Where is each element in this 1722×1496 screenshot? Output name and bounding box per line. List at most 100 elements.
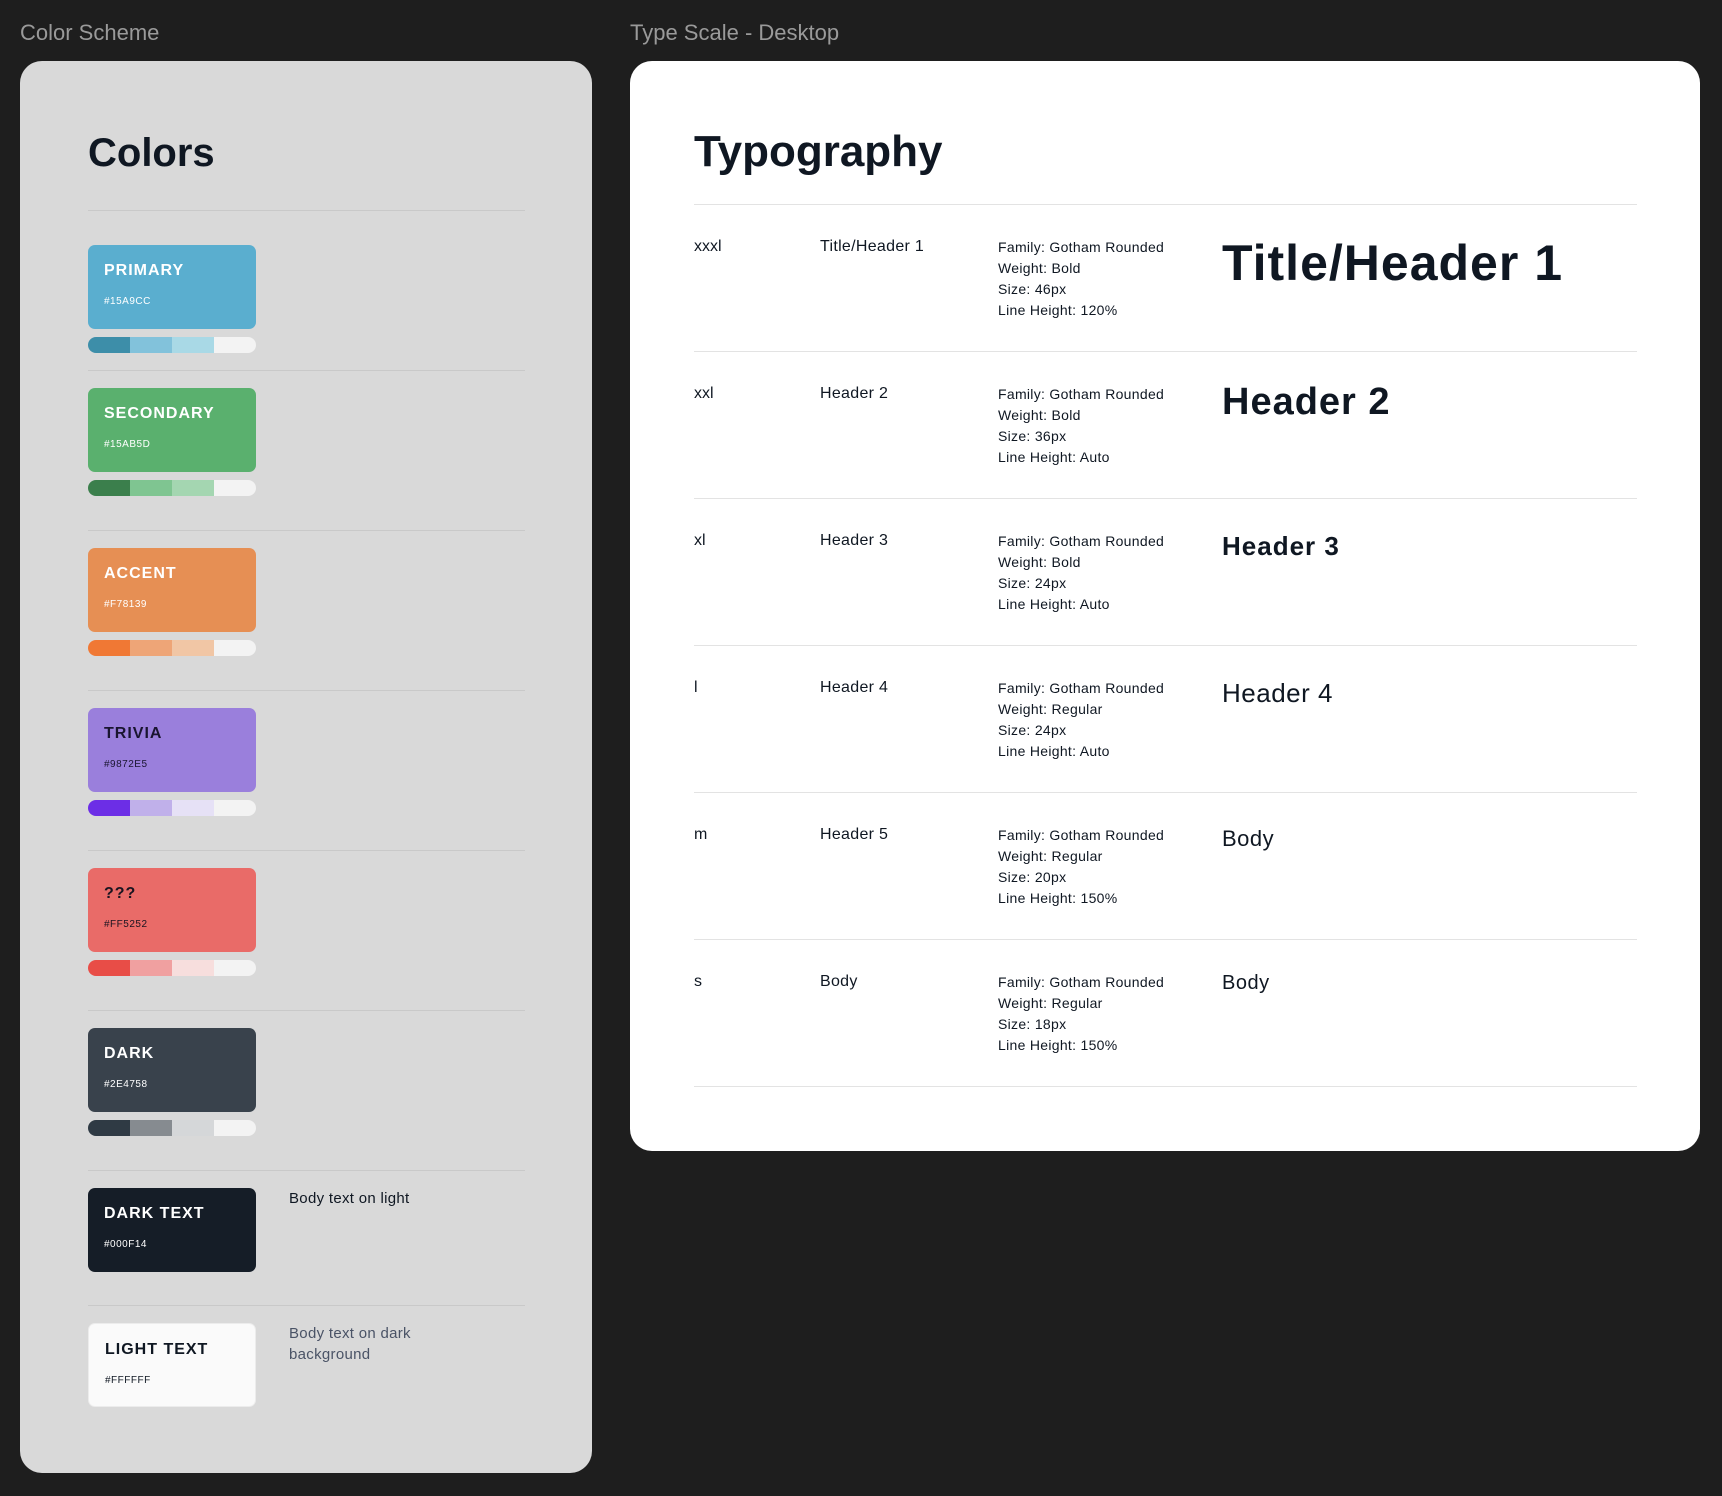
spec-line-height: Line Height: 150% — [998, 890, 1118, 906]
tint-segment — [130, 337, 172, 353]
tint-segment — [130, 1120, 172, 1136]
tint-segment — [172, 1120, 214, 1136]
type-specs: Family: Gotham Rounded Weight: Bold Size… — [998, 237, 1164, 321]
type-token: l — [694, 679, 698, 696]
spec-weight: Weight: Regular — [998, 701, 1103, 717]
type-row-l[interactable]: l Header 4 Family: Gotham Rounded Weight… — [630, 645, 1700, 792]
type-preview: Header 4 — [1222, 678, 1333, 708]
tint-segment — [172, 960, 214, 976]
swatch-name: LIGHT TEXT — [105, 1341, 209, 1358]
type-token: xl — [694, 532, 706, 549]
tint-segment — [88, 800, 130, 816]
divider — [88, 1010, 525, 1011]
spec-family: Family: Gotham Rounded — [998, 680, 1165, 696]
tint-scale-unnamed — [88, 960, 256, 976]
swatch-dark-text[interactable]: DARK TEXT #000F14 — [88, 1188, 256, 1272]
tint-segment — [214, 960, 256, 976]
swatch-name: SECONDARY — [104, 405, 215, 422]
divider — [88, 690, 525, 691]
spec-weight: Weight: Regular — [998, 848, 1103, 864]
dark-text-note: Body text on light — [289, 1190, 410, 1207]
spec-family: Family: Gotham Rounded — [998, 386, 1165, 402]
type-preview: Body — [1222, 972, 1270, 994]
divider — [88, 1305, 525, 1306]
type-row-xl[interactable]: xl Header 3 Family: Gotham Rounded Weigh… — [630, 498, 1700, 645]
swatch-hex: #2E4758 — [104, 1079, 148, 1090]
divider — [88, 370, 525, 371]
colors-panel: Colors PRIMARY #15A9CC SECONDARY #15AB5D… — [20, 61, 592, 1473]
type-row-xxxl[interactable]: xxxl Title/Header 1 Family: Gotham Round… — [630, 204, 1700, 351]
swatch-dark[interactable]: DARK #2E4758 — [88, 1028, 256, 1112]
spec-family: Family: Gotham Rounded — [998, 974, 1165, 990]
tint-scale-dark — [88, 1120, 256, 1136]
type-style-name: Header 2 — [820, 385, 889, 402]
spec-weight: Weight: Bold — [998, 554, 1081, 570]
tint-segment — [214, 640, 256, 656]
type-style-name: Header 4 — [820, 679, 889, 696]
swatch-name: DARK TEXT — [104, 1205, 205, 1222]
tint-segment — [88, 337, 130, 353]
type-row-s[interactable]: s Body Family: Gotham Rounded Weight: Re… — [630, 939, 1700, 1086]
tint-scale-secondary — [88, 480, 256, 496]
tint-segment — [214, 800, 256, 816]
swatch-hex: #15A9CC — [104, 296, 151, 307]
tint-segment — [88, 640, 130, 656]
spec-weight: Weight: Bold — [998, 260, 1081, 276]
swatch-name: DARK — [104, 1045, 155, 1062]
tint-segment — [172, 800, 214, 816]
spec-line-height: Line Height: Auto — [998, 449, 1110, 465]
spec-family: Family: Gotham Rounded — [998, 239, 1165, 255]
type-specs: Family: Gotham Rounded Weight: Bold Size… — [998, 384, 1164, 468]
type-token: xxl — [694, 385, 714, 402]
swatch-light-text[interactable]: LIGHT TEXT #FFFFFF — [88, 1323, 256, 1407]
tint-scale-primary — [88, 337, 256, 353]
tint-segment — [130, 960, 172, 976]
light-text-note: Body text on dark background — [289, 1325, 411, 1363]
typography-panel: Typography xxxl Title/Header 1 Family: G… — [630, 61, 1700, 1151]
type-row-xxl[interactable]: xxl Header 2 Family: Gotham Rounded Weig… — [630, 351, 1700, 498]
type-style-name: Title/Header 1 — [820, 238, 925, 255]
type-style-name: Body — [820, 973, 858, 990]
swatch-name: TRIVIA — [104, 725, 163, 742]
color-scheme-frame-label[interactable]: Color Scheme — [20, 20, 160, 45]
tint-scale-accent — [88, 640, 256, 656]
type-style-name: Header 5 — [820, 826, 889, 843]
colors-title: Colors — [88, 131, 215, 175]
divider — [88, 210, 525, 211]
type-token: xxxl — [694, 238, 722, 255]
type-row-m[interactable]: m Header 5 Family: Gotham Rounded Weight… — [630, 792, 1700, 939]
spec-size: Size: 36px — [998, 428, 1067, 444]
spec-line-height: Line Height: Auto — [998, 596, 1110, 612]
tint-segment — [88, 1120, 130, 1136]
tint-segment — [130, 800, 172, 816]
divider — [694, 204, 1637, 205]
spec-size: Size: 24px — [998, 575, 1067, 591]
tint-segment — [214, 1120, 256, 1136]
swatch-accent[interactable]: ACCENT #F78139 — [88, 548, 256, 632]
swatch-primary[interactable]: PRIMARY #15A9CC — [88, 245, 256, 329]
type-scale-frame-label[interactable]: Type Scale - Desktop — [630, 20, 840, 45]
spec-size: Size: 46px — [998, 281, 1067, 297]
swatch-name: ??? — [104, 885, 137, 902]
type-specs: Family: Gotham Rounded Weight: Regular S… — [998, 972, 1164, 1056]
spec-family: Family: Gotham Rounded — [998, 827, 1165, 843]
divider — [694, 498, 1637, 499]
spec-weight: Weight: Regular — [998, 995, 1103, 1011]
swatch-hex: #FF5252 — [104, 919, 148, 930]
type-specs: Family: Gotham Rounded Weight: Regular S… — [998, 678, 1164, 762]
swatch-secondary[interactable]: SECONDARY #15AB5D — [88, 388, 256, 472]
swatch-hex: #15AB5D — [104, 439, 151, 450]
spec-size: Size: 18px — [998, 1016, 1067, 1032]
spec-size: Size: 20px — [998, 869, 1067, 885]
tint-segment — [214, 337, 256, 353]
type-preview: Title/Header 1 — [1222, 235, 1564, 291]
spec-size: Size: 24px — [998, 722, 1067, 738]
tint-segment — [130, 480, 172, 496]
spec-line-height: Line Height: 120% — [998, 302, 1118, 318]
swatch-unnamed[interactable]: ??? #FF5252 — [88, 868, 256, 952]
swatch-trivia[interactable]: TRIVIA #9872E5 — [88, 708, 256, 792]
tint-segment — [88, 960, 130, 976]
tint-scale-trivia — [88, 800, 256, 816]
type-style-name: Header 3 — [820, 532, 889, 549]
divider — [88, 1170, 525, 1171]
